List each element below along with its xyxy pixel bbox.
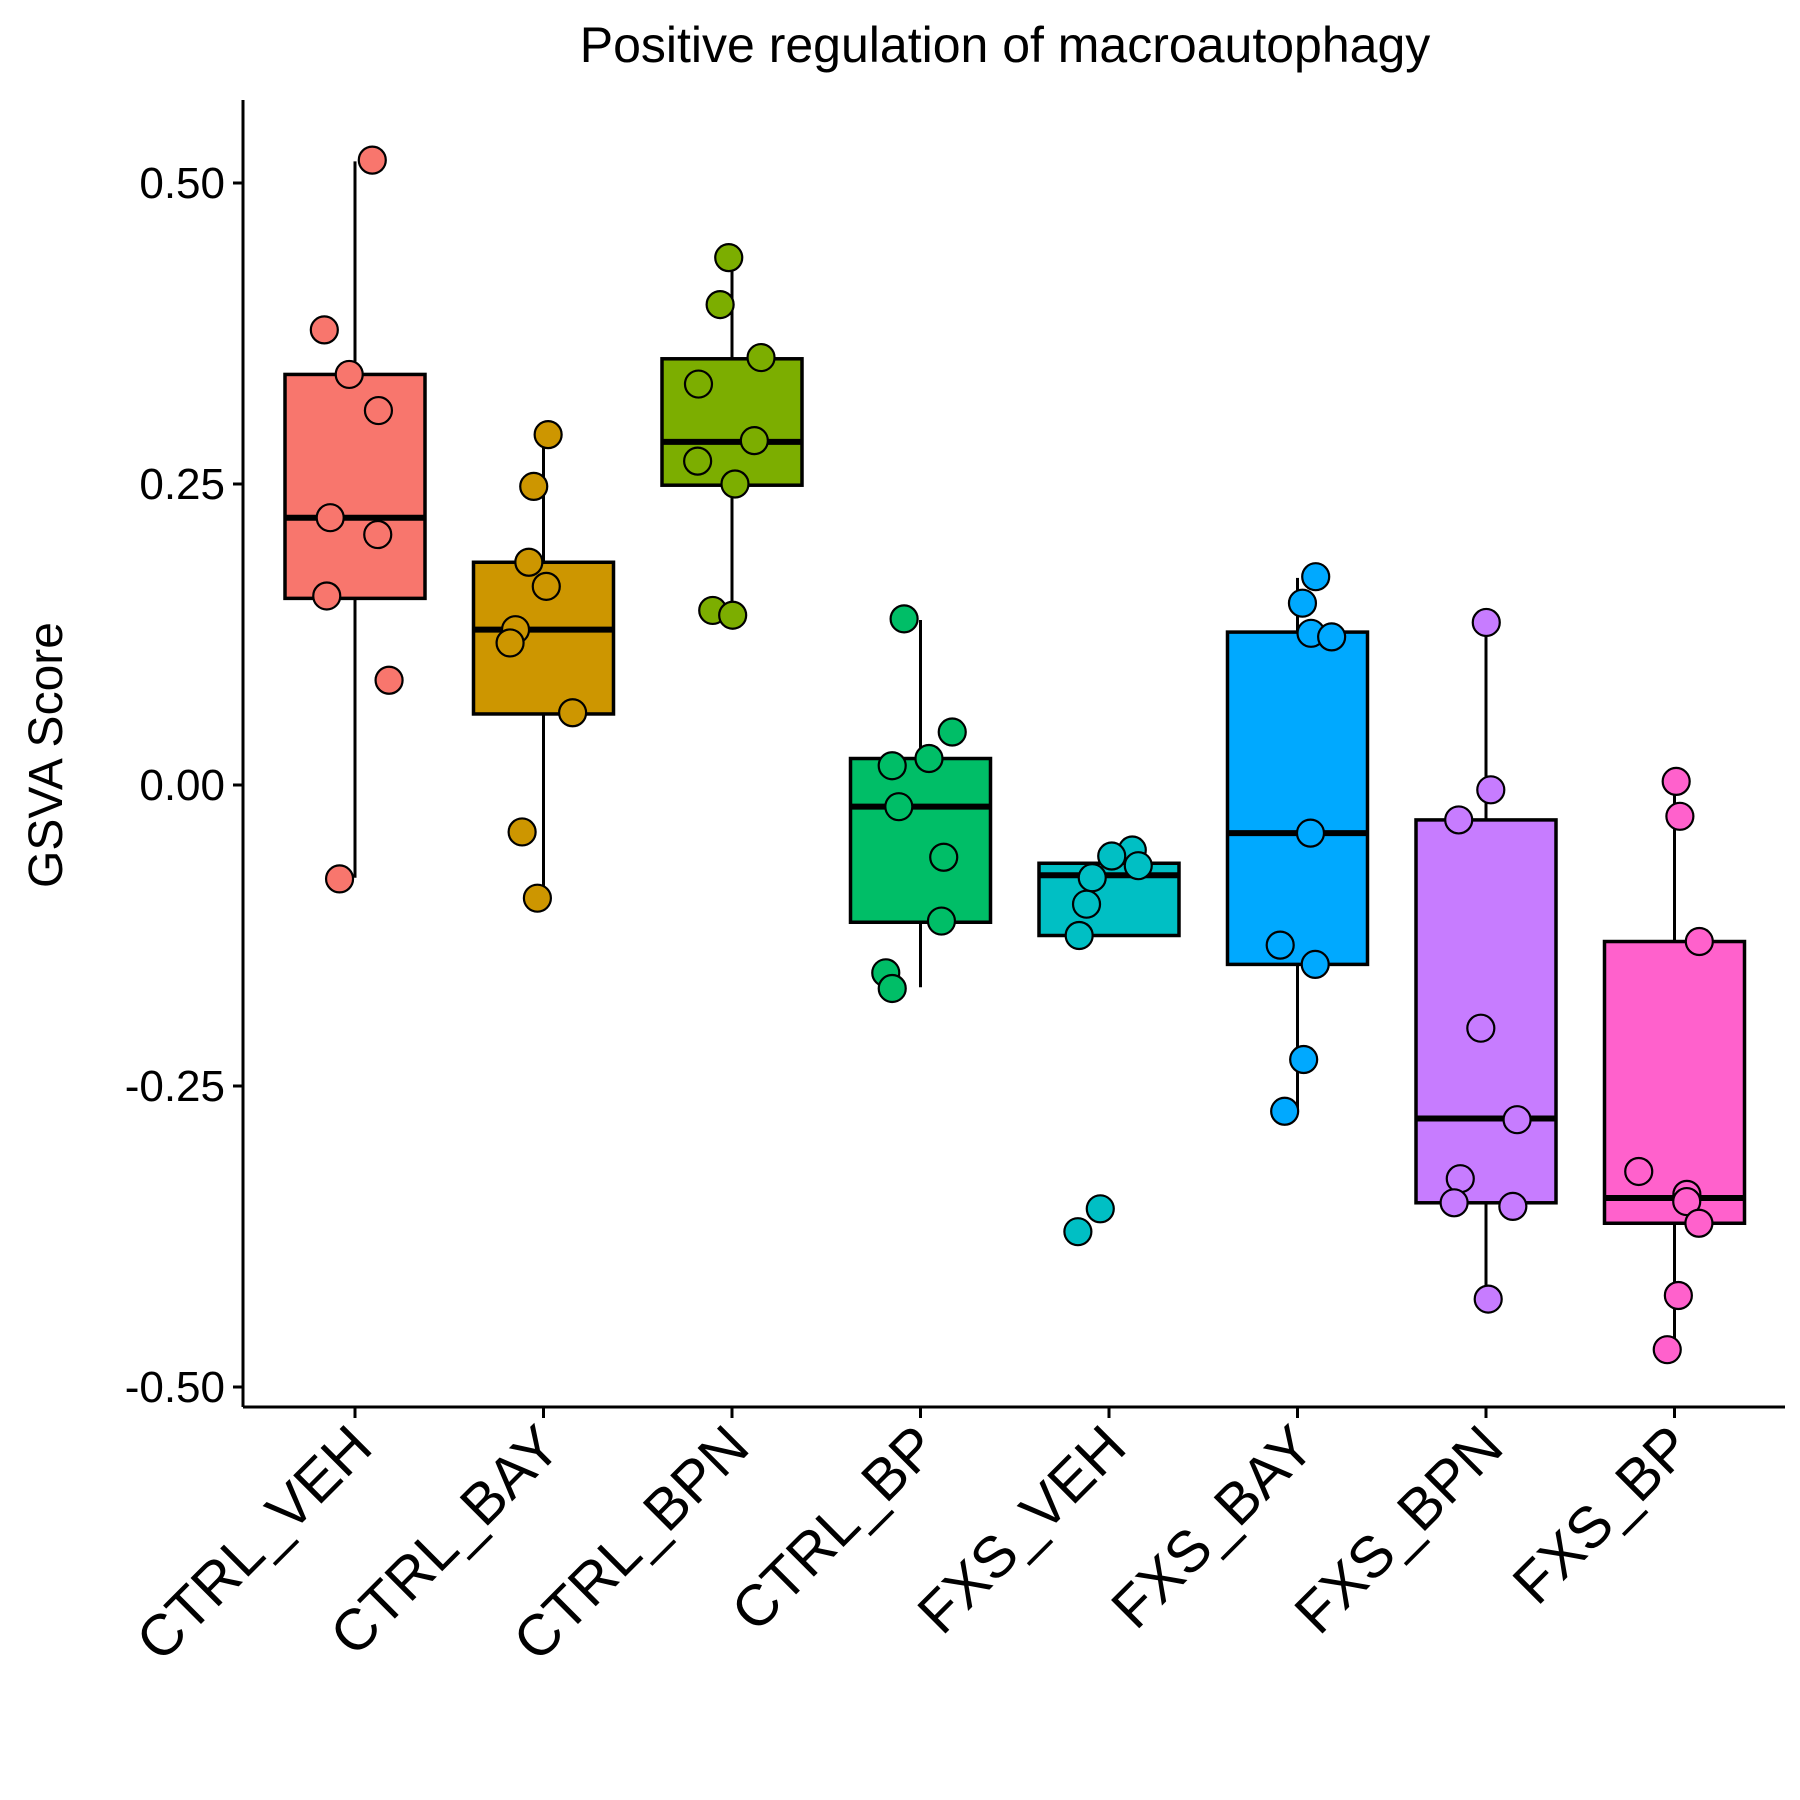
data-point <box>374 665 404 695</box>
data-point <box>363 395 394 426</box>
data-point <box>1476 775 1506 805</box>
x-tick-label: FXS_VEH <box>905 1413 1138 1646</box>
data-point <box>877 973 907 1004</box>
data-point <box>1624 1156 1654 1187</box>
y-axis-label: GSVA Score <box>20 622 73 888</box>
data-point <box>1665 801 1695 831</box>
y-tick-label: 0.50 <box>139 159 225 208</box>
data-point <box>1661 766 1691 796</box>
data-point <box>914 743 944 774</box>
data-point <box>1471 607 1501 638</box>
data-point <box>1097 841 1127 871</box>
data-point <box>1672 1186 1702 1217</box>
data-point <box>720 469 750 499</box>
y-tick-label: -0.50 <box>125 1363 225 1412</box>
data-point <box>1287 588 1318 618</box>
data-point <box>324 864 355 894</box>
data-point <box>1445 1164 1475 1194</box>
data-point <box>363 519 393 550</box>
data-point <box>926 906 957 936</box>
data-point <box>1270 1096 1300 1126</box>
data-point <box>1652 1335 1682 1365</box>
data-point <box>739 426 769 456</box>
box-group <box>1225 562 1370 1126</box>
box <box>1602 939 1747 1226</box>
data-point <box>1123 851 1153 881</box>
data-point <box>519 471 549 502</box>
chart-title: Positive regulation of macroautophagy <box>580 17 1431 73</box>
data-point <box>1473 1284 1503 1314</box>
box <box>1225 630 1370 967</box>
box <box>283 372 427 601</box>
y-tick-label: -0.25 <box>125 1062 225 1111</box>
data-point <box>1663 1280 1693 1311</box>
data-point <box>522 883 552 913</box>
box-group <box>283 145 427 894</box>
y-axis-ticks: 0.50 0.25 0.00 -0.25 -0.50 <box>125 159 243 1412</box>
data-point <box>1444 805 1474 835</box>
data-point <box>877 751 907 781</box>
data-point <box>1317 622 1347 652</box>
y-tick-label: 0.00 <box>139 761 225 810</box>
data-point <box>495 628 525 658</box>
data-point <box>558 698 588 728</box>
data-point <box>1498 1191 1528 1222</box>
data-point <box>1077 863 1107 893</box>
data-point <box>705 290 735 320</box>
data-point <box>334 359 364 390</box>
data-point <box>1301 562 1331 592</box>
data-point <box>1064 920 1094 951</box>
data-point <box>884 792 914 822</box>
box <box>1414 818 1558 1205</box>
plot-area <box>283 145 1747 1365</box>
data-point <box>746 342 776 373</box>
data-point <box>1684 1208 1714 1238</box>
data-point <box>507 817 537 847</box>
data-point <box>1300 949 1330 979</box>
data-point <box>1289 1044 1319 1075</box>
x-tick-label: FXS_BP <box>1500 1413 1703 1616</box>
box-group <box>471 420 616 913</box>
data-point <box>1502 1105 1532 1135</box>
box-group <box>1602 766 1747 1365</box>
data-point <box>531 571 561 601</box>
data-point <box>929 842 959 872</box>
box <box>660 357 804 487</box>
box-group <box>1037 835 1181 1247</box>
data-point <box>683 369 714 399</box>
data-point <box>514 547 544 577</box>
data-point <box>1071 889 1102 919</box>
data-point <box>312 581 342 611</box>
data-point <box>683 446 713 476</box>
data-point <box>1265 930 1295 960</box>
box-group <box>848 604 993 1004</box>
data-point <box>1684 926 1714 957</box>
data-point <box>937 717 967 747</box>
data-point <box>1295 818 1326 848</box>
box <box>848 756 993 925</box>
box-group <box>660 243 804 630</box>
data-point <box>1439 1188 1469 1218</box>
data-point <box>357 145 387 175</box>
data-point <box>718 600 748 630</box>
x-tick-label: FXS_BPN <box>1282 1413 1515 1646</box>
data-point <box>533 420 563 450</box>
data-point <box>1466 1013 1496 1043</box>
x-axis-ticks: CTRL_VEHCTRL_BAYCTRL_BPNCTRL_BPFXS_VEHFX… <box>124 1407 1704 1673</box>
box-group <box>1414 607 1558 1314</box>
y-tick-label: 0.25 <box>139 460 225 509</box>
data-point <box>1063 1217 1093 1247</box>
data-point <box>714 243 744 273</box>
data-point <box>889 604 919 634</box>
data-point <box>315 503 345 533</box>
data-point <box>309 315 339 345</box>
data-point <box>1085 1194 1115 1224</box>
